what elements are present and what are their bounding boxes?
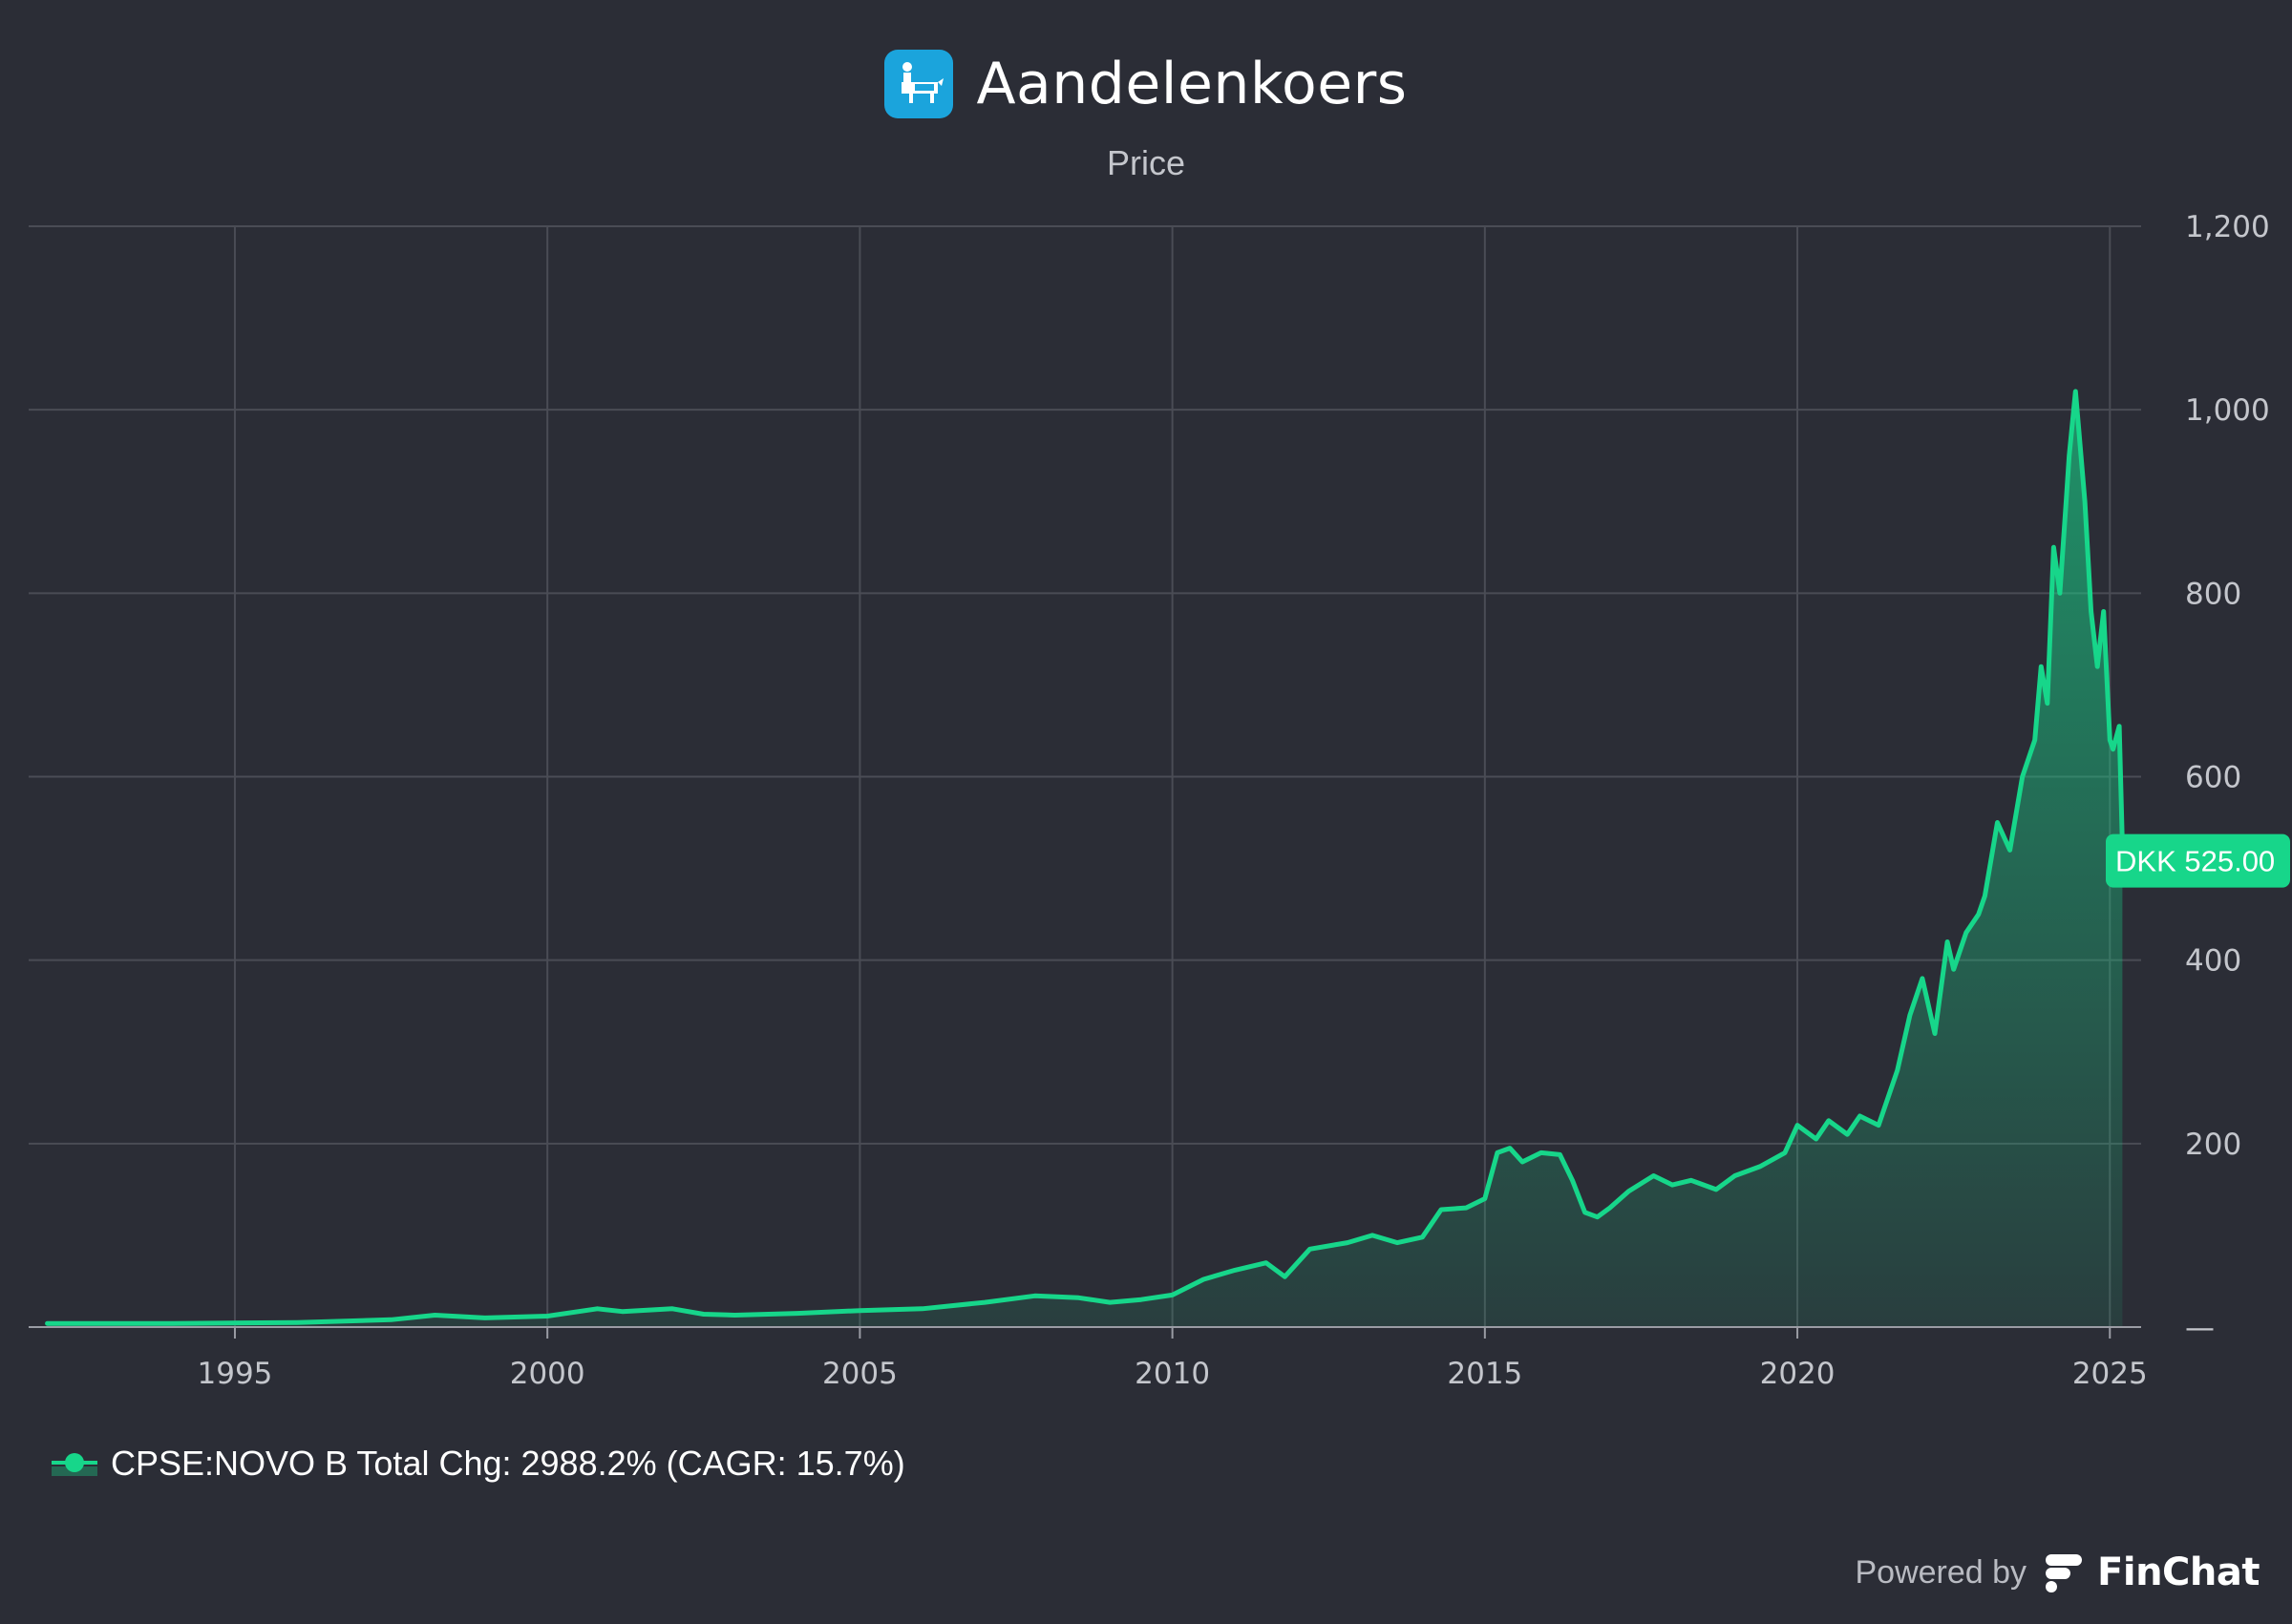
chart-title: Aandelenkoers: [976, 51, 1408, 117]
x-tick-label: 2015: [1447, 1357, 1522, 1391]
powered-by-finchat[interactable]: Powered by FinChat: [1855, 1550, 2260, 1594]
x-tick-label: 2010: [1135, 1357, 1210, 1391]
finchat-brand-name: FinChat: [2097, 1550, 2260, 1594]
x-tick-label: 1995: [198, 1357, 273, 1391]
x-tick-label: 2020: [1760, 1357, 1836, 1391]
powered-by-label: Powered by: [1855, 1553, 2027, 1591]
chart-legend[interactable]: CPSE:NOVO B Total Chg: 2988.2% (CAGR: 15…: [52, 1444, 905, 1484]
price-area: [47, 391, 2123, 1327]
y-tick-label: 400: [2185, 944, 2241, 979]
last-price-badge: DKK 525.00: [2106, 833, 2290, 888]
novo-nordisk-logo: [884, 50, 954, 118]
grid-lines: [29, 225, 2141, 1327]
y-tick-label: 1,000: [2185, 393, 2270, 428]
finchat-logo-icon: [2046, 1554, 2083, 1592]
y-tick-label: —: [2185, 1311, 2215, 1345]
y-tick-label: 600: [2185, 761, 2241, 795]
bull-icon: [902, 62, 944, 103]
x-tick-label: 2005: [822, 1357, 898, 1391]
chart-header: Aandelenkoers: [0, 50, 2292, 118]
y-tick-label: 200: [2185, 1128, 2241, 1162]
price-line: [45, 389, 2125, 1326]
y-tick-label: 1,200: [2185, 210, 2270, 244]
y-axis-ticks: 1,200 1,000 800 600 400 200 —: [2185, 210, 2270, 1345]
legend-series-marker-icon: [52, 1453, 97, 1476]
x-axis-ticks: 1995 2000 2005 2010 2015 2020 2025: [198, 1327, 2148, 1391]
y-tick-label: 800: [2185, 577, 2241, 611]
chart-subtitle: Price: [1106, 143, 1186, 182]
x-tick-label: 2000: [510, 1357, 585, 1391]
legend-series-label: CPSE:NOVO B Total Chg: 2988.2% (CAGR: 15…: [111, 1444, 905, 1483]
last-price-text: DKK 525.00: [2115, 845, 2275, 878]
x-tick-label: 2025: [2072, 1357, 2148, 1391]
